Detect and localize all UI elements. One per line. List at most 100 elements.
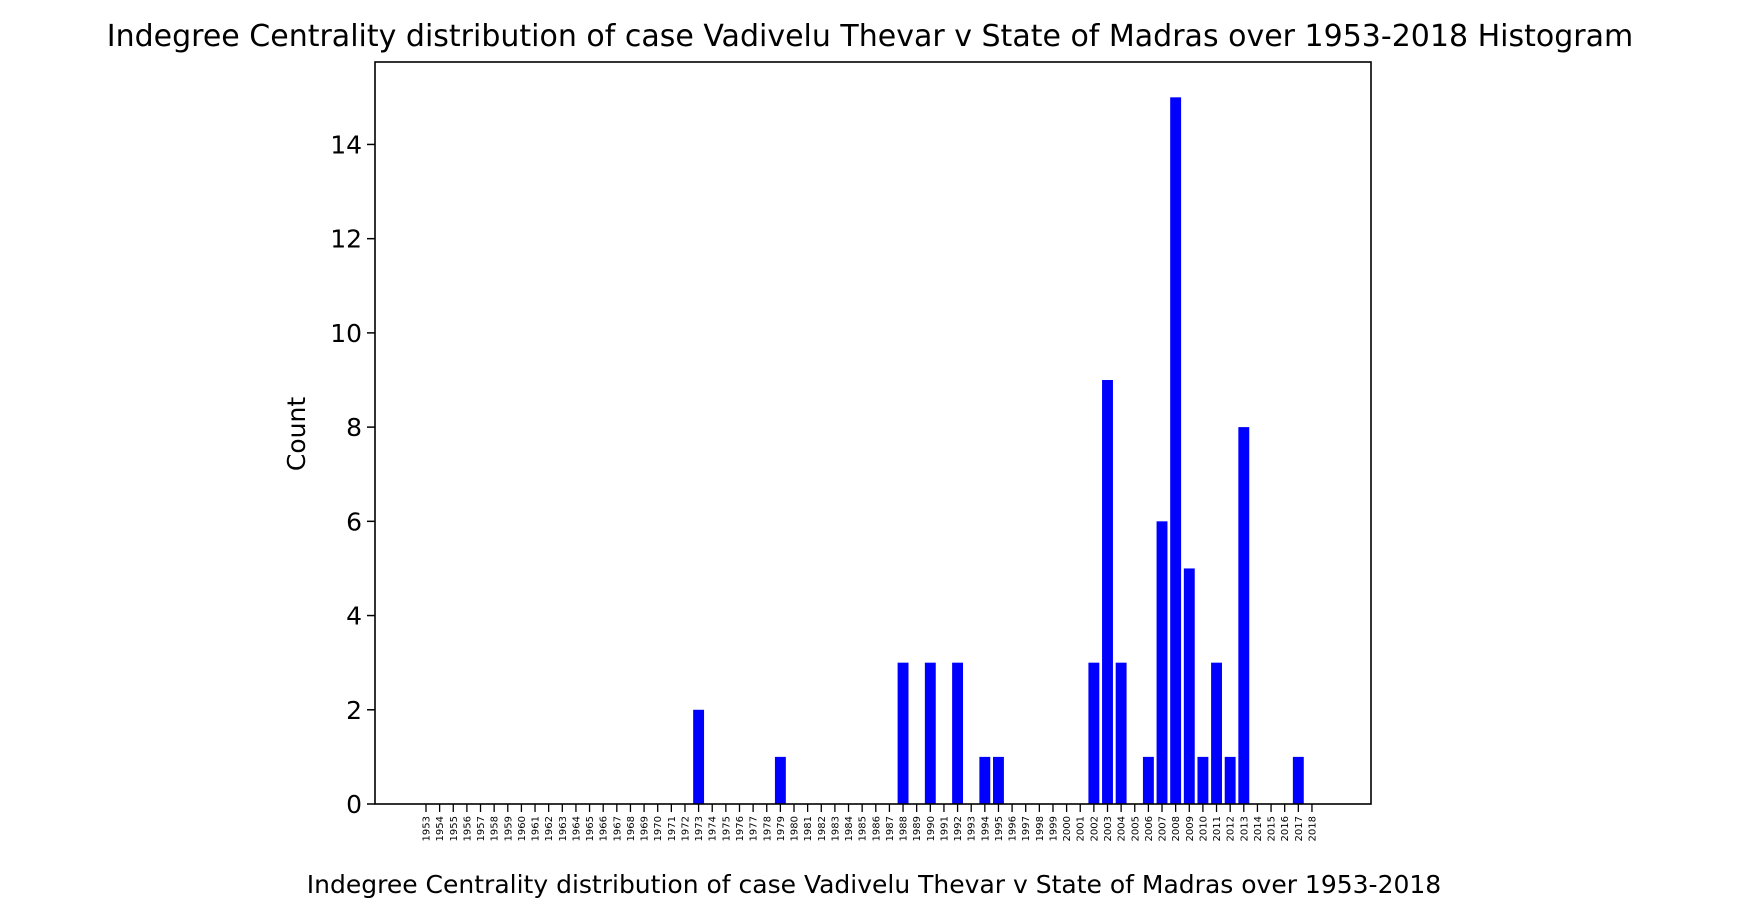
x-tick-label: 1963 bbox=[558, 816, 569, 841]
x-tick-label: 2000 bbox=[1062, 816, 1073, 841]
x-tick-label: 1954 bbox=[435, 816, 446, 841]
x-tick-label: 1989 bbox=[912, 816, 923, 841]
x-tick-label: 1975 bbox=[721, 816, 732, 841]
x-tick-label: 2011 bbox=[1212, 816, 1223, 841]
x-tick-label: 2002 bbox=[1089, 816, 1100, 841]
x-tick-label: 1979 bbox=[776, 816, 787, 841]
y-tick-label: 2 bbox=[346, 696, 362, 725]
x-tick-label: 2015 bbox=[1267, 816, 1278, 841]
x-tick-label: 1994 bbox=[980, 816, 991, 841]
x-tick-label: 1984 bbox=[844, 816, 855, 841]
histogram-bar bbox=[774, 756, 786, 804]
histogram-bar bbox=[1197, 756, 1209, 804]
y-tick-label: 8 bbox=[346, 413, 362, 442]
x-tick-label: 1982 bbox=[817, 816, 828, 841]
x-tick-label: 1999 bbox=[1048, 816, 1059, 841]
x-tick-label: 1991 bbox=[939, 816, 950, 841]
x-tick-label: 2005 bbox=[1130, 816, 1141, 841]
x-axis-ticks: 1953 1954 1955 1956 1957 1958 1959 1960 1961 1962… bbox=[422, 804, 1318, 841]
x-tick-label: 1995 bbox=[994, 816, 1005, 841]
histogram-bar bbox=[952, 662, 964, 804]
histogram-bar bbox=[1088, 662, 1100, 804]
x-axis-label: Indegree Centrality distribution of case… bbox=[307, 870, 1441, 899]
y-tick-label: 12 bbox=[330, 225, 362, 254]
y-tick-label: 6 bbox=[346, 507, 362, 536]
y-tick-label: 0 bbox=[346, 790, 362, 819]
y-tick-label: 10 bbox=[330, 319, 362, 348]
x-tick-label: 2001 bbox=[1076, 816, 1087, 841]
histogram-bar bbox=[1292, 756, 1304, 804]
x-tick-label: 2013 bbox=[1239, 816, 1250, 841]
x-tick-label: 1958 bbox=[490, 816, 501, 841]
histogram-bar bbox=[897, 662, 909, 804]
histogram-bar bbox=[1211, 662, 1222, 804]
x-tick-label: 1959 bbox=[503, 816, 514, 841]
x-tick-label: 1961 bbox=[531, 816, 542, 841]
x-tick-label: 1956 bbox=[462, 816, 473, 841]
x-tick-label: 1996 bbox=[1008, 816, 1019, 841]
x-tick-label: 1970 bbox=[653, 816, 664, 841]
x-tick-label: 2018 bbox=[1307, 816, 1318, 841]
x-tick-label: 2003 bbox=[1103, 816, 1114, 841]
x-tick-label: 2010 bbox=[1198, 816, 1209, 841]
x-tick-label: 1978 bbox=[762, 816, 773, 841]
x-tick-label: 1971 bbox=[667, 816, 678, 841]
x-tick-label: 1965 bbox=[585, 816, 596, 841]
x-tick-label: 1966 bbox=[599, 816, 610, 841]
x-tick-label: 1997 bbox=[1021, 816, 1032, 841]
x-tick-label: 1957 bbox=[476, 816, 487, 841]
histogram-bar bbox=[1102, 380, 1113, 804]
x-tick-label: 1983 bbox=[830, 816, 841, 841]
x-tick-label: 1992 bbox=[953, 816, 964, 841]
histogram-bar bbox=[979, 756, 991, 804]
x-tick-label: 2014 bbox=[1253, 816, 1264, 841]
x-tick-label: 1960 bbox=[517, 816, 528, 841]
x-tick-label: 1973 bbox=[694, 816, 705, 841]
x-tick-label: 1967 bbox=[612, 816, 623, 841]
x-tick-label: 1974 bbox=[708, 816, 719, 841]
y-axis-ticks: 0 2 4 6 8 10 12 14 bbox=[330, 130, 375, 819]
y-axis-label: Count bbox=[282, 397, 311, 471]
x-tick-label: 2008 bbox=[1171, 816, 1182, 841]
x-tick-label: 1964 bbox=[571, 816, 582, 841]
x-tick-label: 1953 bbox=[422, 816, 433, 841]
x-tick-label: 1962 bbox=[544, 816, 555, 841]
x-tick-label: 2012 bbox=[1226, 816, 1237, 841]
x-tick-label: 2004 bbox=[1117, 816, 1128, 841]
histogram-bar bbox=[1238, 427, 1250, 804]
histogram-bar bbox=[693, 709, 705, 804]
bars-group bbox=[693, 97, 1304, 805]
x-tick-label: 2009 bbox=[1185, 816, 1196, 841]
histogram-bar bbox=[1170, 97, 1182, 805]
x-tick-label: 1980 bbox=[790, 816, 801, 841]
histogram-bar bbox=[1224, 756, 1236, 804]
x-tick-label: 1985 bbox=[858, 816, 869, 841]
x-tick-label: 1986 bbox=[871, 816, 882, 841]
histogram-bar bbox=[1183, 568, 1195, 804]
x-tick-label: 2007 bbox=[1158, 816, 1169, 841]
histogram-bar bbox=[993, 756, 1004, 804]
x-tick-label: 1976 bbox=[735, 816, 746, 841]
x-tick-label: 1987 bbox=[885, 816, 896, 841]
x-tick-label: 1969 bbox=[640, 816, 651, 841]
x-tick-label: 1977 bbox=[749, 816, 760, 841]
histogram-bar bbox=[924, 662, 936, 804]
x-tick-label: 1988 bbox=[899, 816, 910, 841]
histogram-bar bbox=[1156, 521, 1168, 804]
x-tick-label: 1998 bbox=[1035, 816, 1046, 841]
x-tick-label: 2006 bbox=[1144, 816, 1155, 841]
x-tick-label: 1955 bbox=[449, 816, 460, 841]
histogram-bar bbox=[1142, 756, 1154, 804]
x-tick-label: 1993 bbox=[967, 816, 978, 841]
x-tick-label: 1981 bbox=[803, 816, 814, 841]
x-tick-label: 1990 bbox=[926, 816, 937, 841]
chart-title: Indegree Centrality distribution of case… bbox=[107, 19, 1633, 54]
plot-frame bbox=[374, 61, 1372, 805]
x-tick-label: 2016 bbox=[1280, 816, 1291, 841]
x-tick-label: 1968 bbox=[626, 816, 637, 841]
y-tick-label: 14 bbox=[330, 130, 362, 159]
histogram-bar bbox=[1115, 662, 1127, 804]
y-tick-label: 4 bbox=[346, 602, 362, 631]
